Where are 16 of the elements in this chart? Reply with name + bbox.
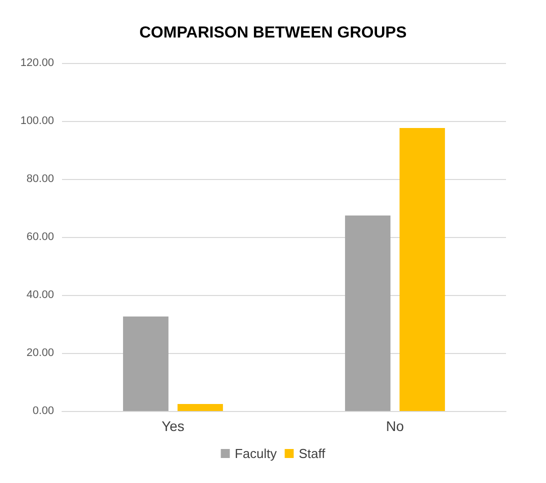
y-tick-label: 20.00	[26, 347, 54, 359]
legend-label: Staff	[298, 446, 326, 461]
bar	[178, 404, 223, 411]
bar	[123, 316, 168, 411]
y-tick-label: 40.00	[26, 289, 54, 301]
y-tick-label: 80.00	[26, 173, 54, 185]
y-tick-label: 0.00	[32, 405, 54, 417]
legend-label: Faculty	[234, 446, 278, 461]
y-tick-label: 60.00	[26, 231, 54, 243]
y-tick-label: 120.00	[20, 57, 54, 69]
y-tick-label: 100.00	[20, 115, 54, 127]
bar	[400, 128, 445, 411]
x-tick-label: No	[386, 418, 404, 434]
chart-title: COMPARISON BETWEEN GROUPS	[139, 24, 407, 42]
bar	[345, 216, 390, 411]
x-tick-label: Yes	[162, 418, 184, 434]
